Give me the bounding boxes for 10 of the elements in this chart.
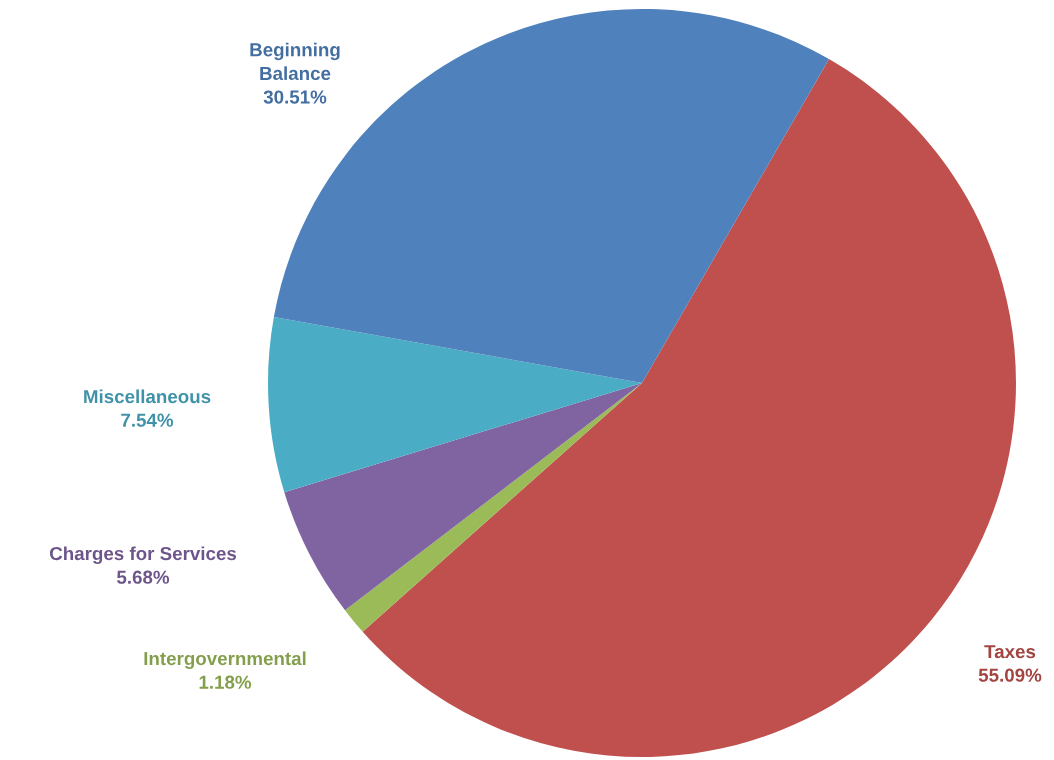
data-label: 5.68% — [117, 570, 170, 584]
slice-label: Intergovernmental — [144, 651, 306, 669]
data-label: 55.09% — [978, 668, 1042, 682]
slice-label: Beginning Balance — [250, 42, 340, 81]
slice-label: Taxes — [984, 645, 1036, 659]
data-label: 1.18% — [199, 675, 252, 689]
slice-label: Miscellaneous — [84, 389, 211, 404]
data-label: 30.51% — [263, 90, 327, 104]
data-label: 7.54% — [121, 413, 174, 427]
slice-label: Charges for Services — [49, 546, 237, 564]
